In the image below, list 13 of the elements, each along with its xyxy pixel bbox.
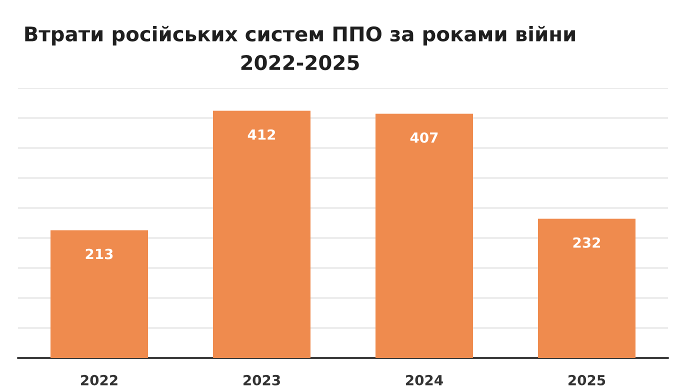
x-tick-label: 2024 — [406, 374, 443, 386]
bar — [538, 218, 636, 358]
x-tick-label: 2022 — [81, 374, 118, 386]
data-label: 412 — [248, 129, 276, 140]
data-label: 213 — [86, 248, 113, 260]
data-label: 232 — [573, 237, 600, 248]
bar — [376, 114, 473, 358]
chart-title: Втрати російських систем ППО за роками війни 2022-2025 — [25, 26, 575, 70]
x-tick-label: 2023 — [244, 374, 280, 386]
bar — [213, 110, 310, 358]
bar — [50, 230, 148, 358]
data-label: 407 — [410, 132, 438, 143]
x-tick-label: 2025 — [568, 374, 606, 386]
